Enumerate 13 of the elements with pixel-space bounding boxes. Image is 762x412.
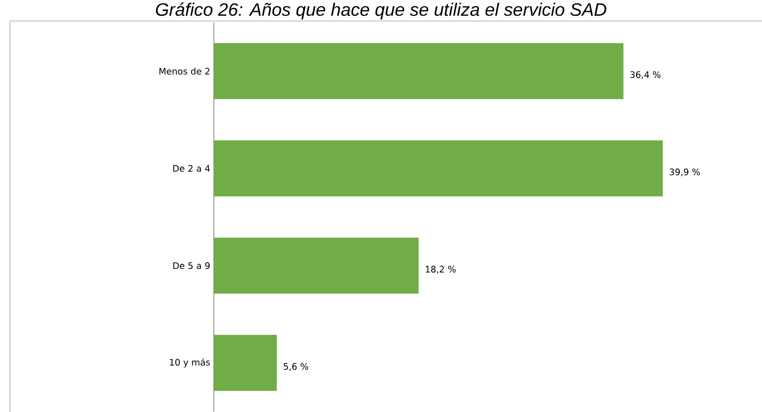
data-label: 18,2 % [426, 266, 456, 274]
bar [214, 140, 663, 196]
chart-title: Gráfico 26: Años que hace que se utiliza el servicio SAD [156, 2, 606, 20]
y-tick-label: De 5 a 9 [173, 262, 210, 270]
data-label: 5,6 % [284, 363, 308, 371]
y-tick-label: 10 y más [170, 358, 210, 368]
y-tick-label: Menos de 2 [159, 68, 210, 75]
bar [214, 238, 419, 294]
bar [214, 334, 277, 391]
bar [214, 43, 624, 100]
y-tick-label: De 2 a 4 [173, 165, 210, 172]
data-label: 39,9 % [670, 168, 700, 176]
data-label: 36,4 % [630, 71, 660, 79]
